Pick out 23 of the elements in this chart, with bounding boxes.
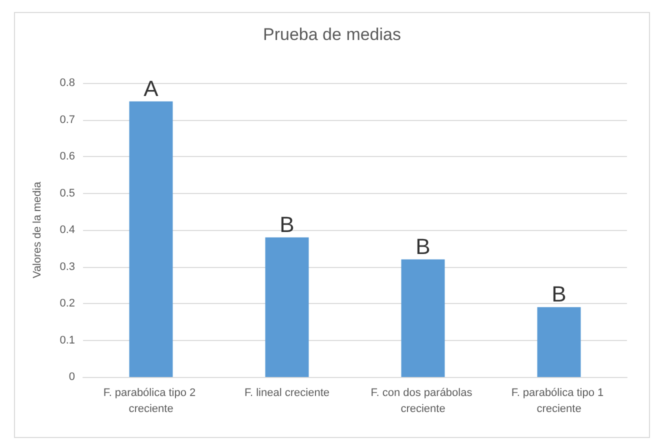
x-tick-label: F. parabólica tipo 2 creciente (103, 387, 199, 415)
bar (537, 307, 581, 377)
x-tick-label: F. lineal creciente (244, 387, 330, 399)
y-tick-label: 0 (68, 371, 75, 383)
y-tick-label: 0.5 (60, 187, 75, 200)
y-tick-label: 0.4 (60, 224, 75, 236)
y-tick-label: 0.8 (60, 77, 75, 89)
x-tick-label: F. parabólica tipo 1 creciente (511, 387, 607, 415)
bar (265, 237, 309, 377)
y-tick-label: 0.2 (60, 298, 75, 310)
y-tick-label: 0.1 (60, 334, 75, 346)
annotation: B (280, 212, 294, 237)
y-tick-label: 0.7 (60, 114, 75, 126)
annotation: B (416, 234, 430, 259)
x-tick-label: F. con dos parábolas creciente (370, 387, 476, 415)
y-tick-label: 0.6 (60, 150, 75, 162)
y-tick-label: 0.3 (60, 260, 75, 273)
bar (401, 259, 445, 377)
chart-title: Prueba de medias (263, 25, 401, 44)
y-axis-title: Valores de la media (32, 180, 44, 278)
bar (129, 101, 173, 377)
annotation: A (144, 76, 159, 101)
annotation: B (552, 282, 566, 307)
